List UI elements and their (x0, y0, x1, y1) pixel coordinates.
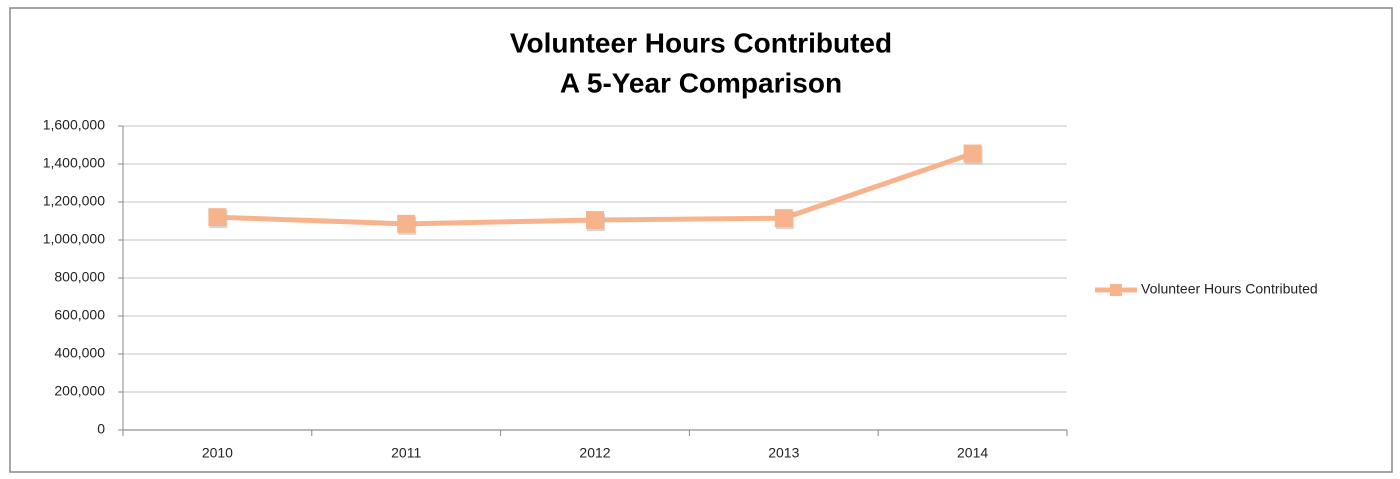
y-tick-label: 200,000 (54, 383, 105, 399)
x-tick-label: 2012 (579, 445, 610, 461)
x-tick-label: 2010 (202, 445, 233, 461)
y-tick-label: 1,600,000 (43, 117, 105, 133)
chart-title: A 5-Year Comparison (560, 67, 842, 98)
y-tick-label: 1,400,000 (43, 155, 105, 171)
y-tick-label: 800,000 (54, 269, 105, 285)
y-tick-label: 400,000 (54, 345, 105, 361)
y-tick-label: 600,000 (54, 307, 105, 323)
y-tick-label: 0 (97, 421, 105, 437)
data-marker (586, 211, 604, 230)
data-marker (963, 144, 982, 163)
x-tick-label: 2011 (391, 445, 421, 461)
x-tick-label: 2013 (768, 445, 799, 461)
data-marker (397, 214, 416, 233)
chart-title: Volunteer Hours Contributed (510, 27, 892, 58)
y-tick-label: 1,200,000 (43, 193, 105, 209)
legend-label: Volunteer Hours Contributed (1141, 281, 1318, 297)
data-marker (774, 209, 793, 228)
data-marker (208, 208, 227, 227)
legend-marker (1110, 284, 1122, 296)
y-tick-label: 1,000,000 (43, 231, 105, 247)
x-tick-label: 2014 (957, 445, 988, 461)
